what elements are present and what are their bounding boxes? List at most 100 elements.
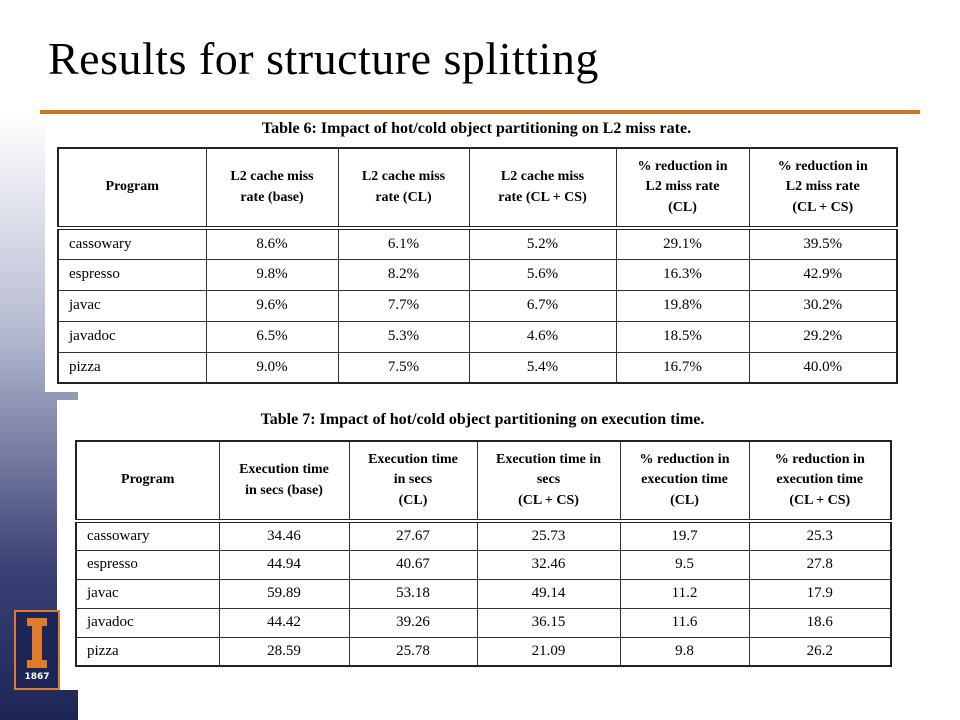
header-line: Program: [121, 472, 175, 488]
table-row: pizza 9.0% 7.5% 5.4% 16.7% 40.0%: [57, 351, 898, 384]
table-cell: pizza: [75, 636, 220, 667]
header-line: Execution time: [368, 452, 458, 468]
data-table: Program Execution time in secs (base) Execu…: [75, 440, 892, 667]
table-cell: 21.09: [476, 636, 621, 667]
table-cell: 9.5: [619, 549, 750, 580]
table-cell: 28.59: [218, 636, 350, 667]
table-row: cassowary 34.46 27.67 25.73 19.7 25.3: [75, 520, 892, 551]
table-cell: 26.2: [748, 636, 892, 667]
header-row: Program L2 cache miss rate (base) L2 cache …: [57, 147, 898, 230]
table-cell: espresso: [57, 258, 207, 291]
table-cell: 4.6%: [468, 320, 617, 353]
table-cell: 5.2%: [468, 227, 617, 260]
header-line: % reduction in: [774, 452, 865, 468]
table-cell: 53.18: [348, 578, 478, 609]
table-cell: 5.6%: [468, 258, 617, 291]
header-line: (CL + CS): [792, 199, 854, 215]
table-cell: 9.8%: [205, 258, 339, 291]
table-cell: 34.46: [218, 520, 350, 551]
table-cell: 9.8: [619, 636, 750, 667]
table-cell: 30.2%: [748, 289, 898, 322]
table-cell: 17.9: [748, 578, 892, 609]
header-line: in secs (base): [245, 482, 323, 498]
table-cell: cassowary: [57, 227, 207, 260]
header-line: Program: [105, 179, 159, 195]
table-cell: 40.0%: [748, 351, 898, 384]
header-cell: Execution time in secs (CL + CS): [476, 440, 621, 523]
header-cell: Execution time in secs (base): [218, 440, 350, 523]
header-line: % reduction in: [637, 159, 728, 175]
table-cell: 18.6: [748, 607, 892, 638]
header-line: execution time: [641, 472, 728, 488]
data-table: Program L2 cache miss rate (base) L2 cache …: [57, 147, 898, 384]
table-row: javadoc 44.42 39.26 36.15 11.6 18.6: [75, 607, 892, 638]
header-line: (CL + CS): [518, 492, 579, 508]
table-cell: javadoc: [57, 320, 207, 353]
table-cell: 11.6: [619, 607, 750, 638]
table-cell: espresso: [75, 549, 220, 580]
header-line: rate (base): [240, 189, 304, 205]
table-cell: 29.1%: [615, 227, 750, 260]
table-row: javac 59.89 53.18 49.14 11.2 17.9: [75, 578, 892, 609]
header-line: execution time: [776, 472, 864, 488]
table-cell: 25.3: [748, 520, 892, 551]
table-caption: Table 6: Impact of hot/cold object parti…: [261, 120, 692, 137]
header-line: L2 cache miss: [500, 169, 585, 185]
table-cell: 39.26: [348, 607, 478, 638]
table-cell: 7.7%: [337, 289, 470, 322]
table-cell: 25.73: [476, 520, 621, 551]
table-cell: 6.5%: [205, 320, 339, 353]
header-line: L2 miss rate: [785, 179, 860, 195]
table-cell: 29.2%: [748, 320, 898, 353]
header-line: L2 miss rate: [645, 179, 720, 195]
table-cell: 6.7%: [468, 289, 617, 322]
header-cell: Program: [57, 147, 207, 230]
header-line: Execution time: [239, 462, 329, 478]
header-line: % reduction in: [639, 452, 730, 468]
table-cell: 39.5%: [748, 227, 898, 260]
table-cell: 16.3%: [615, 258, 750, 291]
table-cell: 19.7: [619, 520, 750, 551]
table-cell: 36.15: [476, 607, 621, 638]
table-cell: 8.6%: [205, 227, 339, 260]
table-cell: 59.89: [218, 578, 350, 609]
table-cell: 27.8: [748, 549, 892, 580]
header-line: in secs: [393, 472, 433, 488]
table-row: javac 9.6% 7.7% 6.7% 19.8% 30.2%: [57, 289, 898, 322]
table-cell: 16.7%: [615, 351, 750, 384]
table-cell: 7.5%: [337, 351, 470, 384]
table-row: espresso 9.8% 8.2% 5.6% 16.3% 42.9%: [57, 258, 898, 291]
table-cell: 32.46: [476, 549, 621, 580]
header-cell: % reduction in execution time (CL): [619, 440, 750, 523]
slide-title: Results for structure splitting: [48, 33, 599, 84]
header-cell: L2 cache miss rate (base): [205, 147, 339, 230]
header-cell: Program: [75, 440, 220, 523]
table-cell: 40.67: [348, 549, 478, 580]
logo: 1867: [14, 610, 60, 690]
header-line: rate (CL + CS): [498, 189, 587, 205]
table-cell: javac: [75, 578, 220, 609]
table-cell: 6.1%: [337, 227, 470, 260]
table-cell: 42.9%: [748, 258, 898, 291]
table-cell: 44.94: [218, 549, 350, 580]
table-cell: 25.78: [348, 636, 478, 667]
header-line: L2 cache miss: [230, 169, 314, 185]
header-line: L2 cache miss: [361, 169, 446, 185]
header-cell: % reduction in L2 miss rate (CL): [615, 147, 750, 230]
header-line: (CL + CS): [789, 492, 851, 508]
table-cell: 5.4%: [468, 351, 617, 384]
header-line: (CL): [398, 492, 428, 508]
table-row: cassowary 8.6% 6.1% 5.2% 29.1% 39.5%: [57, 227, 898, 260]
logo-mark: [27, 618, 47, 668]
table-cell: javac: [57, 289, 207, 322]
header-row: Program Execution time in secs (base) Execu…: [75, 440, 892, 523]
header-cell: % reduction in execution time (CL + CS): [748, 440, 892, 523]
header-cell: L2 cache miss rate (CL): [337, 147, 470, 230]
table-cell: 9.0%: [205, 351, 339, 384]
header-line: secs: [536, 472, 561, 488]
title-rule: [40, 110, 920, 114]
table-cell: pizza: [57, 351, 207, 384]
header-cell: % reduction in L2 miss rate (CL + CS): [748, 147, 898, 230]
table-cell: javadoc: [75, 607, 220, 638]
